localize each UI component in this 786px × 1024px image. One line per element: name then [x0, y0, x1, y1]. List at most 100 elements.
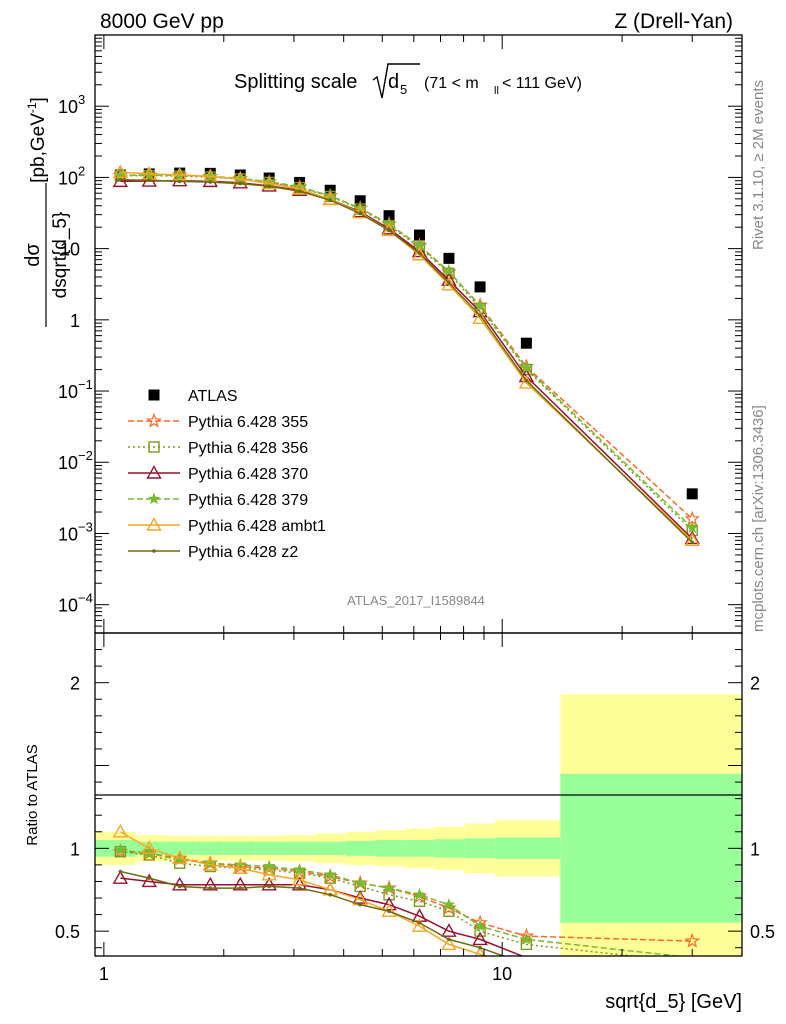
data-point	[520, 337, 532, 349]
svg-text:(71 < m: (71 < m	[424, 75, 479, 92]
ratio-band-inner	[195, 841, 224, 855]
ratio-series-5	[118, 869, 506, 956]
ylabel-unit-sup: -1	[25, 102, 39, 113]
main-y-tick-label: 10−2	[58, 448, 93, 473]
data-point	[472, 310, 488, 325]
legend-label: Pythia 6.428 z2	[188, 544, 298, 561]
data-point	[204, 169, 217, 182]
legend-label: Pythia 6.428 370	[188, 466, 308, 483]
ratio-point	[118, 869, 123, 874]
svg-text:Splitting scale: Splitting scale	[234, 71, 357, 93]
data-point	[381, 222, 397, 237]
plot-title: Splitting scale d 5 (71 < m ll < 111 GeV…	[234, 63, 582, 99]
ratio-point	[297, 886, 302, 890]
data-point	[261, 175, 277, 190]
legend-entry: Pythia 6.428 379	[128, 492, 308, 509]
data-point	[358, 211, 362, 216]
ratio-point	[291, 871, 308, 886]
data-point	[323, 189, 337, 202]
main-series	[112, 164, 701, 547]
x-axis-label: sqrt{d_5} [GeV]	[605, 991, 742, 1013]
ratio-point	[472, 931, 488, 946]
data-point	[233, 171, 247, 184]
data-point	[147, 178, 152, 183]
ratio-y-tick-label: 1	[70, 839, 80, 859]
ratio-point	[447, 937, 451, 942]
legend-entry: ATLAS	[148, 388, 238, 405]
ratio-point	[441, 936, 457, 951]
legend-marker	[152, 549, 156, 553]
ratio-band-inner	[375, 840, 405, 857]
ylabel-unit-end: ]	[28, 97, 49, 102]
ratio-point	[202, 856, 218, 871]
main-y-tick-label: 103	[58, 92, 85, 117]
ratio-series	[112, 823, 701, 956]
ratio-band-inner	[255, 841, 286, 855]
svg-text:ll: ll	[494, 85, 499, 97]
legend-entry: Pythia 6.428 370	[128, 465, 308, 483]
ratio-band-inner	[495, 837, 561, 860]
svg-text:[pb,GeV-1]: [pb,GeV-1]	[25, 97, 49, 183]
x-tick-label: 1	[99, 964, 109, 984]
rivet-label: Rivet 3.1.10, ≥ 2M events	[750, 80, 767, 250]
legend-label: Pythia 6.428 356	[188, 440, 308, 457]
legend-label: Pythia 6.428 ambt1	[188, 518, 326, 535]
ratio-point	[261, 866, 277, 881]
ylabel-unit: [pb,GeV	[28, 113, 49, 183]
series-5	[112, 164, 700, 547]
series-line	[120, 171, 693, 541]
data-point	[686, 488, 698, 500]
ratio-point	[233, 858, 247, 871]
data-point	[518, 375, 535, 389]
legend-marker	[148, 389, 160, 401]
ratio-y-tick-label: 2	[70, 674, 80, 694]
ratio-point	[141, 840, 157, 855]
header-left: 8000 GeV pp	[100, 10, 224, 33]
data-point	[520, 361, 533, 374]
ratio-point	[328, 892, 332, 897]
series-line	[120, 179, 693, 540]
ylabel-denominator: dsqrt{d_5}	[50, 212, 71, 299]
ratio-y-tick-label-right: 0.5	[750, 922, 775, 942]
data-point	[383, 210, 395, 222]
ratio-point	[382, 881, 396, 894]
legend-label: Pythia 6.428 379	[188, 492, 308, 509]
ratio-series-4	[112, 823, 489, 956]
ratio-band-inner	[315, 841, 346, 855]
ratio-point	[232, 860, 248, 874]
ratio-line	[120, 831, 489, 956]
data-point	[291, 180, 308, 195]
main-y-tick-label: 102	[58, 163, 85, 188]
ratio-plot-frame	[94, 632, 743, 957]
data-point	[411, 246, 428, 261]
ratio-line	[120, 850, 639, 956]
main-y-tick-label: 1	[70, 311, 80, 331]
ratio-y-tick-label: 0.5	[55, 922, 80, 942]
ratio-point	[112, 870, 129, 884]
data-point	[297, 189, 302, 194]
plot-title-root-sub: 5	[400, 82, 407, 97]
series-6	[118, 177, 695, 545]
plot-title-main: Splitting scale	[234, 71, 357, 93]
ratio-point	[441, 923, 457, 937]
ratio-point	[353, 876, 367, 889]
ratio-point	[473, 919, 487, 932]
legend-label: Pythia 6.428 355	[188, 414, 308, 431]
legend-marker	[146, 465, 162, 479]
plot-title-range: (71 < m	[424, 75, 479, 92]
plot-title-range-sub: ll	[494, 85, 499, 97]
data-point	[118, 177, 123, 182]
legend-marker	[147, 492, 161, 505]
data-point	[387, 228, 391, 233]
ratio-point	[323, 868, 337, 881]
data-point	[208, 180, 213, 184]
ratio-band-inner	[285, 841, 316, 855]
data-point	[112, 164, 129, 178]
series-3	[112, 172, 700, 545]
ratio-point	[147, 876, 152, 880]
sqrt-symbol-icon	[372, 63, 420, 99]
legend: ATLAS Pythia 6.428 355 Pythia 6.428 356 Pyt…	[128, 388, 326, 561]
main-y-tick-label: 10−3	[58, 519, 93, 544]
main-y-tick-label: 10−4	[58, 591, 93, 616]
